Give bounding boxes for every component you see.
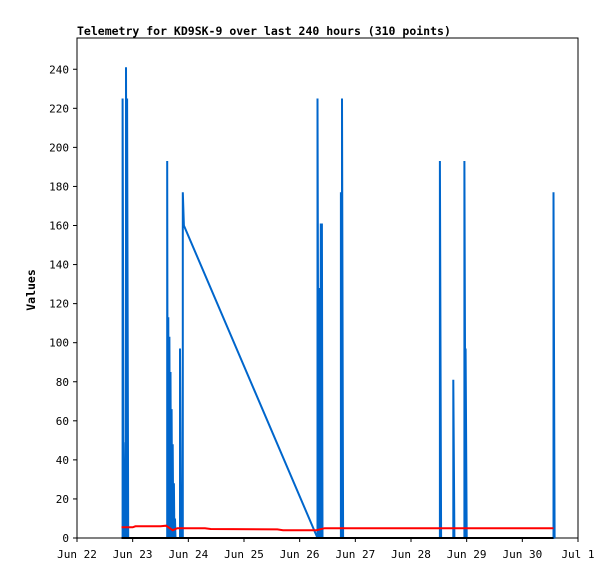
y-tick-label: 240 — [49, 63, 69, 76]
y-tick-label: 140 — [49, 259, 69, 272]
y-axis-ticks: 0 20 40 60 80 100 120 140 160 180 200 220 240 — [49, 63, 77, 545]
x-axis-ticks: Jun 22 Jun 23 Jun 24 Jun 25 Jun 26 Jun 27 Jun … — [57, 538, 595, 561]
series-line-2 — [121, 524, 554, 532]
y-tick-label: 40 — [56, 454, 69, 467]
x-tick-label: Jun 23 — [113, 548, 153, 561]
y-tick-label: 220 — [49, 102, 69, 115]
y-tick-label: 0 — [62, 532, 69, 545]
y-tick-label: 160 — [49, 220, 69, 233]
plot-frame — [76, 37, 579, 539]
y-tick-label: 60 — [56, 415, 69, 428]
y-tick-label: 80 — [56, 376, 69, 389]
y-axis-label: Values — [24, 269, 38, 311]
y-tick-label: 200 — [49, 141, 69, 154]
x-tick-label: Jun 26 — [280, 548, 320, 561]
x-tick-label: Jun 25 — [224, 548, 264, 561]
y-tick-label: 100 — [49, 337, 69, 350]
x-tick-label: Jul 1 — [561, 548, 594, 561]
x-tick-label: Jun 29 — [447, 548, 487, 561]
series-layer — [121, 67, 556, 539]
x-tick-label: Jun 27 — [335, 548, 375, 561]
series-line-1 — [121, 67, 556, 539]
chart-title: Telemetry for KD9SK-9 over last 240 hour… — [77, 24, 451, 38]
x-tick-label: Jun 30 — [502, 548, 542, 561]
y-tick-label: 120 — [49, 298, 69, 311]
y-tick-label: 180 — [49, 180, 69, 193]
y-tick-label: 20 — [56, 493, 69, 506]
x-tick-label: Jun 22 — [57, 548, 97, 561]
x-tick-label: Jun 28 — [391, 548, 431, 561]
x-tick-label: Jun 24 — [168, 548, 208, 561]
